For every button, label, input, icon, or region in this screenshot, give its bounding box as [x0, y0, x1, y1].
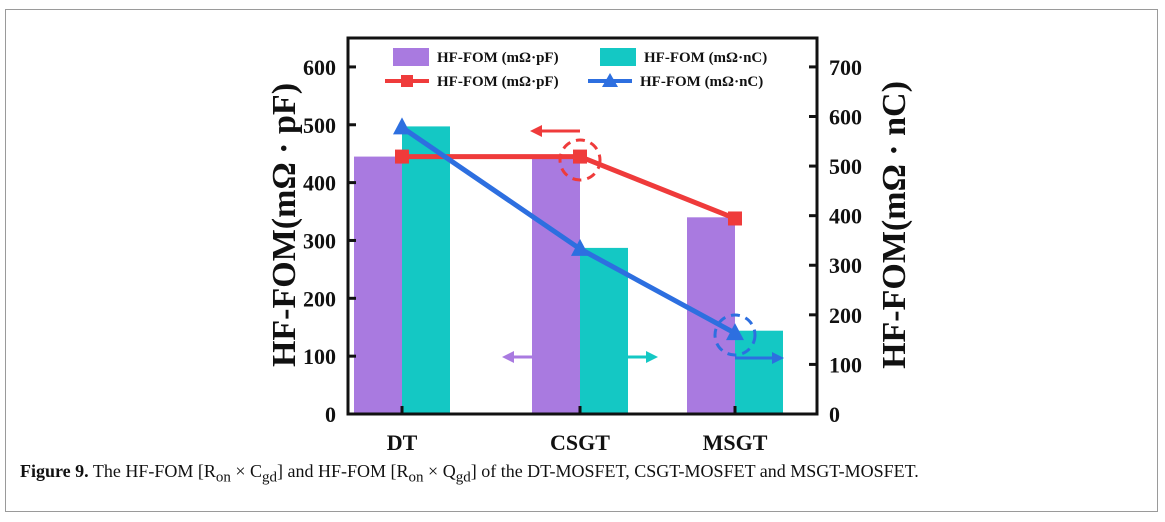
caption-text: × Q [423, 461, 456, 481]
legend-marker [401, 75, 413, 87]
legend: HF-FOM (mΩ·pF) HF-FOM (mΩ·nC) HF-FOM (mΩ·p… [385, 48, 767, 90]
caption-text: ] and HF-FOM [R [277, 461, 409, 481]
y2-tick-label: 600 [829, 104, 862, 129]
x-tick-label: CSGT [550, 430, 610, 455]
bar-nc-msgt [735, 330, 783, 414]
legend-label: HF-FOM (mΩ·pF) [437, 50, 559, 66]
right-axis-arrowhead-blue [772, 352, 784, 364]
x-tick-label: MSGT [703, 430, 768, 455]
right-axis-arrowhead-teal [646, 351, 658, 363]
bar-pf-msgt [687, 217, 735, 414]
y2-tick-label: 500 [829, 154, 862, 179]
highlight-circle-red [558, 138, 602, 182]
legend-label: HF-FOM (mΩ·nC) [640, 74, 763, 90]
legend-label: HF-FOM (mΩ·nC) [644, 50, 767, 66]
y-tick-label: 600 [303, 55, 336, 80]
x-tick-label: DT [387, 430, 418, 455]
y-tick-label: 100 [303, 344, 336, 369]
legend-marker [602, 73, 618, 87]
y2-tick-label: 400 [829, 204, 862, 229]
annotations-layer [502, 125, 784, 364]
marker-pf-csgt [573, 149, 587, 164]
y-tick-label: 300 [303, 228, 336, 253]
y-tick-label: 500 [303, 113, 336, 138]
y2-tick-label: 200 [829, 303, 862, 328]
legend-swatch [393, 48, 429, 66]
caption-sub: gd [455, 469, 471, 486]
y2-tick-label: 0 [829, 402, 840, 427]
chart: 0 100 200 300 400 500 600 0 100 200 300 400 500 600 70… [266, 36, 913, 455]
axes-layer: 0 100 200 300 400 500 600 0 100 200 300 400 500 600 70… [303, 36, 862, 455]
y2-tick-label: 700 [829, 55, 862, 80]
lines-layer [393, 117, 744, 341]
figure-caption: Figure 9. The HF-FOM [Ron × Cgd] and HF-… [20, 461, 1140, 487]
figure-frame [5, 9, 1158, 512]
marker-nc-dt [393, 117, 411, 135]
bars-layer [354, 126, 783, 415]
caption-label: Figure 9. [20, 461, 89, 481]
caption-sub: gd [262, 469, 278, 486]
y-tick-label: 200 [303, 286, 336, 311]
caption-text: The HF-FOM [R [88, 461, 216, 481]
caption-text: × C [230, 461, 263, 481]
y2-tick-label: 300 [829, 253, 862, 278]
marker-pf-msgt [728, 211, 742, 226]
y2-axis-label: HF-FOM(mΩ · nC) [876, 81, 913, 369]
y-axis-label: HF-FOM(mΩ · pF) [266, 83, 303, 367]
caption-sub: on [408, 469, 424, 486]
legend-label: HF-FOM (mΩ·pF) [437, 74, 559, 90]
caption-sub: on [215, 469, 231, 486]
legend-swatch [600, 48, 636, 66]
plot-frame [346, 36, 819, 416]
marker-pf-dt [395, 149, 409, 164]
y2-tick-label: 100 [829, 352, 862, 377]
marker-nc-msgt [726, 323, 744, 341]
bar-pf-dt [354, 156, 402, 415]
highlight-circle-blue [713, 313, 757, 357]
bar-pf-csgt [532, 154, 580, 414]
marker-nc-csgt [571, 238, 589, 256]
bar-nc-dt [402, 126, 450, 415]
y-tick-label: 400 [303, 171, 336, 196]
left-axis-arrowhead-purple [502, 351, 514, 363]
caption-text: ] of the DT-MOSFET, CSGT-MOSFET and MSGT… [470, 461, 919, 481]
bar-nc-csgt [580, 247, 628, 414]
left-axis-arrowhead-red [530, 125, 542, 137]
y-tick-label: 0 [325, 402, 336, 427]
